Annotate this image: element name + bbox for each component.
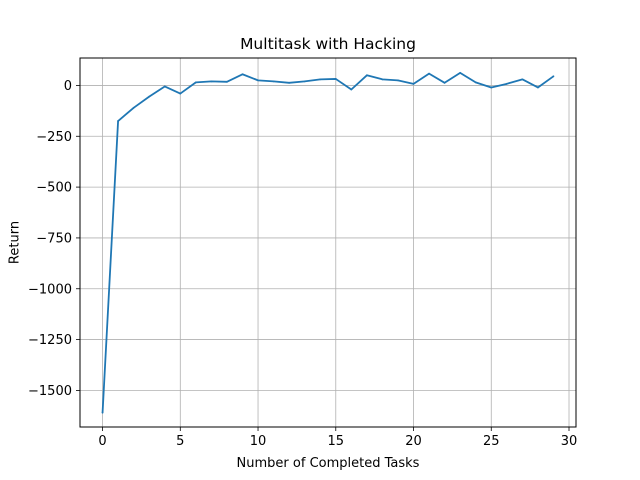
data-point [428, 72, 430, 75]
series-line [101, 71, 554, 413]
x-tick-label: 25 [483, 434, 500, 449]
chart-title: Multitask with Hacking [240, 35, 416, 53]
y-tick-label: 0 [64, 79, 72, 94]
data-point [397, 79, 399, 82]
x-tick-label: 15 [328, 434, 345, 449]
data-point [148, 95, 151, 98]
plot-frame [79, 57, 577, 428]
ticks: 0 5 10 15 20 25 30 0 −250 −500 −750 −1000 −1250 −1500 [28, 79, 577, 449]
data-point [537, 86, 539, 89]
x-tick-label: 30 [561, 434, 578, 449]
x-tick-label: 0 [98, 434, 106, 449]
data-point [272, 80, 275, 83]
x-tick-label: 5 [176, 434, 184, 449]
data-point [365, 74, 368, 77]
data-point [521, 78, 524, 81]
data-point [194, 81, 197, 84]
data-point [443, 81, 446, 84]
data-point [412, 82, 415, 85]
series-layer [101, 71, 555, 414]
data-point [552, 75, 555, 78]
y-tick-label: −1250 [28, 333, 72, 348]
data-point [117, 120, 119, 122]
data-point [303, 80, 306, 83]
x-tick-label: 20 [405, 434, 422, 449]
data-point [241, 73, 244, 76]
data-point [101, 411, 104, 414]
data-point [132, 106, 135, 109]
data-point [257, 79, 259, 82]
data-point [210, 80, 213, 83]
data-point [350, 88, 353, 91]
x-axis-label: Number of Completed Tasks [237, 456, 420, 471]
data-point [490, 86, 493, 89]
data-point [381, 78, 384, 81]
y-tick-label: −1000 [28, 282, 72, 297]
data-point [288, 81, 291, 84]
data-point [334, 78, 337, 80]
y-tick-label: −250 [36, 130, 72, 145]
y-axis-label: Return [8, 221, 23, 264]
data-point [474, 81, 477, 84]
grid [80, 58, 576, 427]
y-tick-label: −750 [36, 231, 72, 246]
data-point [226, 80, 228, 83]
data-point [179, 92, 182, 95]
y-tick-label: −1500 [28, 384, 72, 399]
data-point [163, 85, 166, 88]
data-point [505, 82, 508, 85]
data-point [319, 78, 322, 81]
x-tick-label: 10 [250, 434, 267, 449]
y-tick-label: −500 [36, 181, 72, 196]
data-point [459, 71, 462, 74]
